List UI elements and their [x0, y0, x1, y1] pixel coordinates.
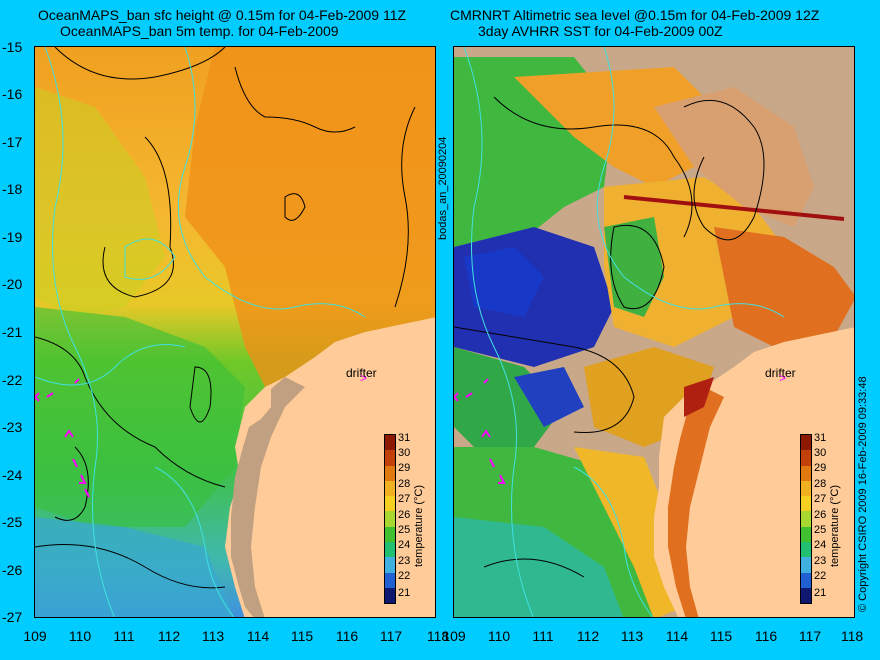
colorbar-segment: [801, 526, 811, 543]
x-tick-label: 113: [201, 628, 225, 644]
x-tick-label: 117: [379, 628, 403, 644]
drifter-track: [623, 195, 845, 221]
colorbar-segment: [801, 480, 811, 497]
colorbar-label: 31: [814, 432, 827, 444]
x-tick-label: 114: [665, 628, 689, 644]
colorbar-label: 30: [398, 447, 411, 459]
x-tick-label: 112: [576, 628, 600, 644]
x-tick-label: 118: [426, 628, 450, 644]
x-tick-label: 111: [532, 628, 554, 644]
y-tick-label: -27: [2, 609, 23, 625]
x-tick-label: 110: [68, 628, 92, 644]
colorbar-segment: [385, 480, 395, 497]
colorbar-segment: [385, 587, 395, 604]
colorbar-segment: [385, 465, 395, 481]
right-title-line2: 3day AVHRR SST for 04-Feb-2009 00Z: [478, 23, 723, 39]
y-tick-label: -25: [2, 514, 23, 530]
colorbar-label: 27: [398, 493, 411, 505]
drifter-arrows: [454, 378, 506, 484]
colorbar-segment: [385, 542, 395, 558]
colorbar-label: 30: [814, 447, 827, 459]
colorbar-left-title: temperature (°C): [413, 484, 425, 567]
x-tick-label: 118: [840, 628, 864, 644]
x-tick-label: 117: [798, 628, 822, 644]
colorbar-label: 25: [814, 524, 827, 536]
x-tick-label: 115: [290, 628, 314, 644]
colorbar-label: 26: [814, 509, 827, 521]
colorbar-segment: [385, 557, 395, 573]
colorbar-label: 23: [814, 555, 827, 567]
colorbar-label: 24: [814, 539, 827, 551]
colorbar-segment: [385, 435, 395, 451]
colorbar-label: 31: [398, 432, 411, 444]
colorbar-segment: [801, 542, 811, 558]
colorbar-segment: [385, 526, 395, 543]
right-map-svg: [454, 47, 854, 617]
colorbar-segment: [385, 572, 395, 588]
colorbar-segment: [801, 557, 811, 573]
colorbar-segment: [385, 511, 395, 527]
colorbar-segment: [801, 572, 811, 588]
x-tick-label: 116: [754, 628, 778, 644]
colorbar-label: 25: [398, 524, 411, 536]
x-tick-label: 116: [335, 628, 359, 644]
colorbar-label: 29: [814, 462, 827, 474]
colorbar-right: [800, 434, 812, 604]
x-tick-label: 115: [709, 628, 733, 644]
x-tick-label: 109: [442, 628, 466, 644]
left-map-panel[interactable]: [34, 46, 436, 618]
drifter-label-right: drifter: [765, 366, 796, 380]
drifter-marker-right: >: [779, 371, 787, 385]
y-tick-label: -20: [2, 276, 23, 292]
drifter-label-left: drifter: [346, 366, 377, 380]
y-tick-label: -18: [2, 181, 23, 197]
y-tick-label: -17: [2, 134, 23, 150]
colorbar-right-title: temperature (°C): [829, 484, 841, 567]
colorbar-label: 23: [398, 555, 411, 567]
x-tick-label: 111: [113, 628, 135, 644]
copyright-label: © Copyright CSIRO 2009 16-Feb-2009 09:33…: [857, 376, 869, 612]
y-tick-label: -21: [2, 324, 23, 340]
left-title-line1: OceanMAPS_ban sfc height @ 0.15m for 04-…: [38, 7, 407, 23]
colorbar-label: 22: [398, 570, 411, 582]
x-tick-label: 112: [157, 628, 181, 644]
drifter-arrows: [35, 378, 90, 498]
left-title-line2: OceanMAPS_ban 5m temp. for 04-Feb-2009: [60, 23, 339, 39]
y-tick-label: -15: [2, 39, 23, 55]
y-tick-label: -23: [2, 419, 23, 435]
y-tick-label: -22: [2, 372, 23, 388]
colorbar-label: 21: [814, 587, 827, 599]
colorbar-label: 27: [814, 493, 827, 505]
colorbar-left: [384, 434, 396, 604]
colorbar-segment: [801, 435, 811, 451]
colorbar-label: 21: [398, 587, 411, 599]
y-tick-label: -24: [2, 467, 23, 483]
y-tick-label: -16: [2, 86, 23, 102]
x-tick-label: 110: [487, 628, 511, 644]
colorbar-label: 24: [398, 539, 411, 551]
colorbar-segment: [801, 465, 811, 481]
bodas-label: bodas_an_20090204: [437, 136, 449, 240]
x-tick-label: 113: [620, 628, 644, 644]
colorbar-label: 28: [398, 478, 411, 490]
right-map-panel[interactable]: [453, 46, 855, 618]
x-tick-label: 109: [23, 628, 47, 644]
colorbar-label: 26: [398, 509, 411, 521]
colorbar-segment: [801, 450, 811, 466]
colorbar-segment: [385, 496, 395, 512]
drifter-marker-left: >: [360, 371, 368, 385]
x-tick-label: 114: [246, 628, 270, 644]
colorbar-segment: [801, 587, 811, 604]
left-map-svg: [35, 47, 435, 617]
colorbar-label: 22: [814, 570, 827, 582]
colorbar-segment: [385, 450, 395, 466]
colorbar-label: 29: [398, 462, 411, 474]
colorbar-label: 28: [814, 478, 827, 490]
y-tick-label: -19: [2, 229, 23, 245]
right-title-line1: CMRNRT Altimetric sea level @0.15m for 0…: [450, 7, 820, 23]
colorbar-segment: [801, 496, 811, 512]
colorbar-segment: [801, 511, 811, 527]
y-tick-label: -26: [2, 562, 23, 578]
